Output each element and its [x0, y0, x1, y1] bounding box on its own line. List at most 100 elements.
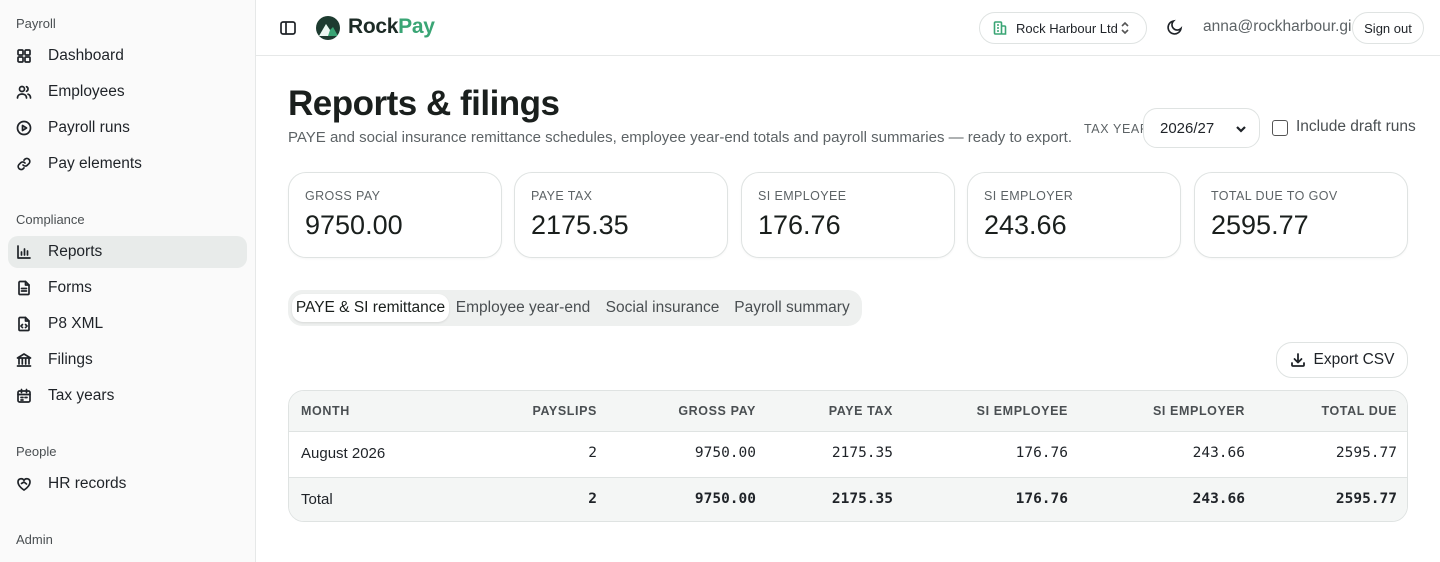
sidebar-item-hr-records[interactable]: HR records [8, 468, 247, 500]
sidebar: Payroll Dashboard Employees Payroll runs… [0, 0, 256, 562]
cell-total-due: 2595.77 [1335, 445, 1397, 461]
stat-card-si-employer: SI EMPLOYER 243.66 [967, 172, 1181, 258]
top-header: RockPay Rock Harbour Ltd anna@rockharbou… [256, 0, 1440, 56]
company-name: Rock Harbour Ltd [1016, 20, 1118, 36]
cell-total-si-employer: 243.66 [1192, 491, 1245, 507]
sidebar-item-tax-years[interactable]: Tax years [8, 380, 247, 412]
tax-year-label: TAX YEAR [1084, 122, 1150, 136]
cell-total-gross-pay: 9750.00 [694, 491, 756, 507]
sidebar-item-payroll-runs[interactable]: Payroll runs [8, 112, 247, 144]
tab-social-insurance[interactable]: Social insurance [605, 299, 720, 316]
sidebar-item-label: Employees [48, 83, 125, 100]
bar-chart-icon [16, 244, 32, 260]
company-switcher[interactable]: Rock Harbour Ltd [979, 12, 1147, 44]
cell-si-employer: 243.66 [1192, 445, 1245, 461]
tab-employee-year-end[interactable]: Employee year-end [455, 299, 591, 316]
cell-gross-pay: 9750.00 [694, 445, 756, 461]
nav-group-title-admin: Admin [16, 532, 53, 547]
sidebar-item-label: Payroll runs [48, 119, 130, 136]
download-icon [1290, 352, 1306, 368]
cell-paye-tax: 2175.35 [831, 445, 893, 461]
column-header-gross-pay[interactable]: GROSS PAY [678, 404, 756, 418]
column-header-si-employee[interactable]: SI EMPLOYEE [976, 404, 1068, 418]
cell-total-payslips: 2 [588, 491, 597, 507]
stat-label: GROSS PAY [305, 189, 381, 203]
sign-out-button[interactable]: Sign out [1352, 12, 1424, 44]
sidebar-item-forms[interactable]: Forms [8, 272, 247, 304]
stat-value: 2595.77 [1211, 210, 1309, 240]
table-total-row: Total 2 9750.00 2175.35 176.76 243.66 25… [289, 477, 1407, 521]
tab-paye-si-remittance[interactable]: PAYE & SI remittance [292, 294, 449, 322]
bank-icon [16, 352, 32, 368]
logo-mark [316, 16, 340, 40]
tab-payroll-summary[interactable]: Payroll summary [734, 299, 850, 316]
sidebar-toggle-icon[interactable] [278, 18, 298, 38]
cell-month: August 2026 [301, 445, 386, 462]
stat-card-total-due: TOTAL DUE TO GOV 2595.77 [1194, 172, 1408, 258]
cell-total-si-employee: 176.76 [1015, 491, 1068, 507]
sidebar-item-label: Dashboard [48, 47, 124, 64]
code-file-icon [16, 316, 32, 332]
user-email: anna@rockharbour.gi [1203, 18, 1352, 35]
table-header: MONTH PAYSLIPS GROSS PAY PAYE TAX SI EMP… [289, 391, 1407, 432]
brand-logo: RockPay [348, 15, 435, 38]
export-csv-button[interactable]: Export CSV [1276, 342, 1408, 378]
cell-si-employee: 176.76 [1015, 445, 1068, 461]
stat-card-paye-tax: PAYE TAX 2175.35 [514, 172, 728, 258]
building-icon [992, 20, 1008, 36]
stat-label: SI EMPLOYER [984, 189, 1074, 203]
nav-group-title-people: People [16, 444, 57, 459]
stat-card-si-employee: SI EMPLOYEE 176.76 [741, 172, 955, 258]
stat-label: TOTAL DUE TO GOV [1211, 189, 1338, 203]
users-icon [16, 84, 32, 100]
stat-label: PAYE TAX [531, 189, 593, 203]
column-header-total-due[interactable]: TOTAL DUE [1321, 404, 1397, 418]
chevron-down-icon [1235, 122, 1247, 134]
link-icon [16, 156, 32, 172]
nav-group-title-payroll: Payroll [16, 16, 56, 31]
page-title: Reports & filings [288, 84, 560, 123]
include-draft-checkbox[interactable] [1272, 120, 1288, 136]
column-header-paye-tax[interactable]: PAYE TAX [828, 404, 893, 418]
report-tabs: PAYE & SI remittance Employee year-end S… [288, 290, 862, 326]
stat-value: 176.76 [758, 210, 841, 240]
column-header-si-employer[interactable]: SI EMPLOYER [1152, 404, 1245, 418]
sidebar-item-label: Filings [48, 351, 93, 368]
file-text-icon [16, 280, 32, 296]
grid-icon [16, 48, 32, 64]
table-row: August 2026 2 9750.00 2175.35 176.76 243… [289, 432, 1407, 477]
sidebar-item-label: HR records [48, 475, 127, 492]
sidebar-item-label: P8 XML [48, 315, 104, 332]
sidebar-item-filings[interactable]: Filings [8, 344, 247, 376]
sidebar-item-label: Tax years [48, 387, 115, 404]
moon-icon[interactable] [1166, 18, 1186, 38]
stat-value: 2175.35 [531, 210, 629, 240]
nav-group-title-compliance: Compliance [16, 212, 85, 227]
stat-value: 9750.00 [305, 210, 403, 240]
remittance-table: MONTH PAYSLIPS GROSS PAY PAYE TAX SI EMP… [288, 390, 1408, 522]
stat-value: 243.66 [984, 210, 1067, 240]
sidebar-item-dashboard[interactable]: Dashboard [8, 40, 247, 72]
chevrons-up-down-icon [1118, 21, 1132, 35]
sidebar-item-p8-xml[interactable]: P8 XML [8, 308, 247, 340]
cell-payslips: 2 [588, 445, 597, 461]
tax-year-value: 2026/27 [1160, 119, 1215, 137]
column-header-month[interactable]: MONTH [301, 404, 350, 418]
sidebar-item-employees[interactable]: Employees [8, 76, 247, 108]
export-csv-label: Export CSV [1313, 351, 1395, 368]
cell-total-due-sum: 2595.77 [1335, 491, 1397, 507]
cell-total-label: Total [301, 491, 333, 508]
cell-total-paye-tax: 2175.35 [831, 491, 893, 507]
page-subtitle: PAYE and social insurance remittance sch… [288, 129, 1072, 146]
stat-label: SI EMPLOYEE [758, 189, 847, 203]
include-draft-label[interactable]: Include draft runs [1296, 118, 1416, 135]
column-header-payslips[interactable]: PAYSLIPS [532, 404, 597, 418]
calendar-icon [16, 388, 32, 404]
sidebar-item-label: Forms [48, 279, 92, 296]
sidebar-item-pay-elements[interactable]: Pay elements [8, 148, 247, 180]
play-circle-icon [16, 120, 32, 136]
sidebar-item-reports[interactable]: Reports [8, 236, 247, 268]
tax-year-select[interactable]: 2026/27 [1143, 108, 1260, 148]
sidebar-item-label: Reports [48, 243, 103, 260]
stat-card-gross-pay: GROSS PAY 9750.00 [288, 172, 502, 258]
